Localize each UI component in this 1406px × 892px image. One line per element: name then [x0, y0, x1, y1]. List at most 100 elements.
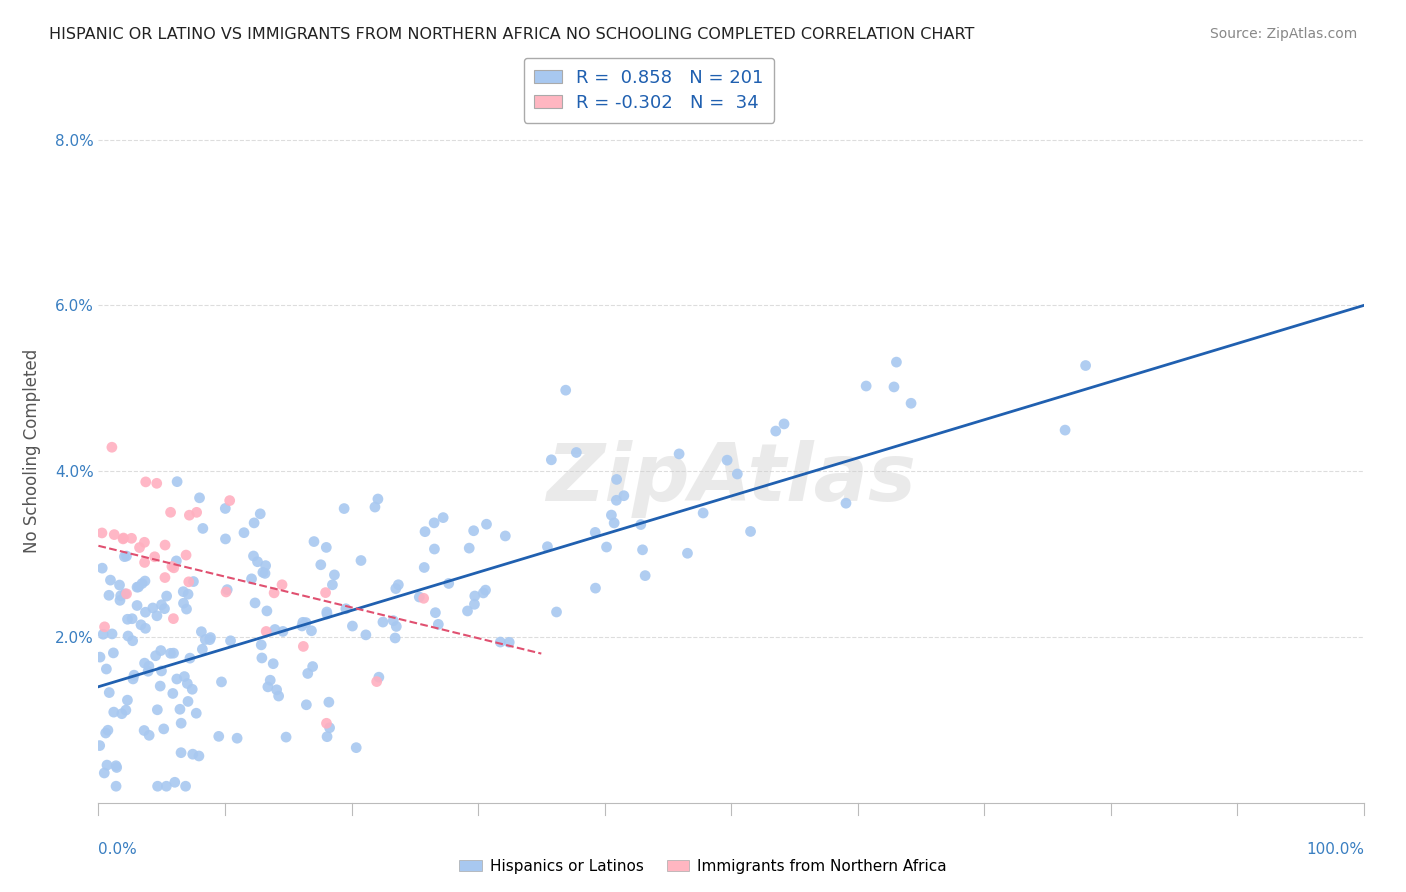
Point: [108, 593, 131, 607]
Point: [494, 529, 516, 543]
Point: [163, 775, 186, 789]
Point: [100, 573, 122, 587]
Point: [134, 723, 156, 738]
Point: [315, 541, 337, 555]
Point: [150, 664, 173, 678]
Point: [437, 576, 460, 591]
Point: [295, 615, 318, 630]
Point: [134, 535, 156, 549]
Point: [603, 516, 626, 530]
Point: [262, 657, 284, 671]
Point: [112, 531, 135, 545]
Point: [333, 501, 356, 516]
Point: [134, 605, 156, 619]
Point: [382, 614, 405, 628]
Point: [134, 656, 156, 670]
Point: [883, 380, 905, 394]
Point: [291, 619, 314, 633]
Point: [725, 467, 748, 481]
Point: [89, 739, 111, 753]
Point: [177, 587, 200, 601]
Text: 100.0%: 100.0%: [1306, 841, 1364, 856]
Point: [152, 722, 174, 736]
Point: [344, 740, 367, 755]
Point: [166, 475, 188, 489]
Point: [315, 585, 337, 599]
Point: [318, 721, 340, 735]
Legend: R =  0.858   N = 201, R = -0.302   N =  34: R = 0.858 N = 201, R = -0.302 N = 34: [523, 58, 775, 123]
Point: [174, 548, 197, 562]
Point: [181, 682, 204, 697]
Point: [835, 496, 858, 510]
Point: [160, 559, 183, 574]
Point: [565, 445, 588, 459]
Point: [176, 602, 198, 616]
Point: [323, 568, 346, 582]
Point: [117, 612, 139, 626]
Point: [676, 546, 699, 560]
Point: [101, 440, 124, 454]
Point: [263, 586, 285, 600]
Point: [252, 566, 274, 580]
Point: [89, 650, 111, 665]
Point: [115, 549, 138, 563]
Point: [605, 493, 627, 508]
Point: [540, 452, 562, 467]
Point: [250, 638, 273, 652]
Point: [412, 591, 434, 606]
Point: [271, 578, 294, 592]
Point: [146, 703, 169, 717]
Point: [153, 601, 176, 615]
Point: [105, 760, 128, 774]
Point: [91, 627, 114, 641]
Point: [472, 586, 495, 600]
Point: [218, 493, 240, 508]
Point: [183, 574, 205, 589]
Point: [773, 417, 796, 431]
Point: [250, 651, 273, 665]
Text: HISPANIC OR LATINO VS IMMIGRANTS FROM NORTHERN AFRICA NO SCHOOLING COMPLETED COR: HISPANIC OR LATINO VS IMMIGRANTS FROM NO…: [49, 27, 974, 42]
Point: [464, 589, 486, 603]
Point: [226, 731, 249, 746]
Point: [172, 584, 194, 599]
Point: [115, 703, 138, 717]
Point: [173, 669, 195, 683]
Point: [458, 541, 481, 555]
Point: [1074, 359, 1097, 373]
Point: [692, 506, 714, 520]
Point: [271, 624, 294, 639]
Point: [103, 705, 125, 719]
Point: [257, 680, 280, 694]
Point: [96, 662, 118, 676]
Point: [315, 716, 337, 731]
Point: [143, 549, 166, 564]
Point: [243, 596, 266, 610]
Point: [264, 623, 287, 637]
Point: [159, 505, 181, 519]
Point: [335, 601, 357, 615]
Point: [740, 524, 762, 539]
Point: [208, 730, 231, 744]
Point: [371, 615, 394, 629]
Point: [318, 695, 340, 709]
Point: [114, 587, 136, 601]
Point: [366, 674, 388, 689]
Point: [135, 475, 157, 489]
Point: [384, 631, 406, 645]
Text: 0.0%: 0.0%: [98, 841, 138, 856]
Point: [162, 646, 184, 660]
Point: [427, 617, 450, 632]
Point: [606, 472, 628, 486]
Point: [122, 668, 145, 682]
Point: [112, 549, 135, 564]
Point: [165, 554, 187, 568]
Point: [145, 648, 167, 663]
Point: [1054, 423, 1077, 437]
Point: [127, 580, 149, 594]
Point: [291, 615, 314, 630]
Point: [217, 582, 239, 597]
Point: [188, 491, 211, 505]
Point: [93, 766, 115, 780]
Point: [173, 596, 195, 610]
Point: [253, 566, 276, 581]
